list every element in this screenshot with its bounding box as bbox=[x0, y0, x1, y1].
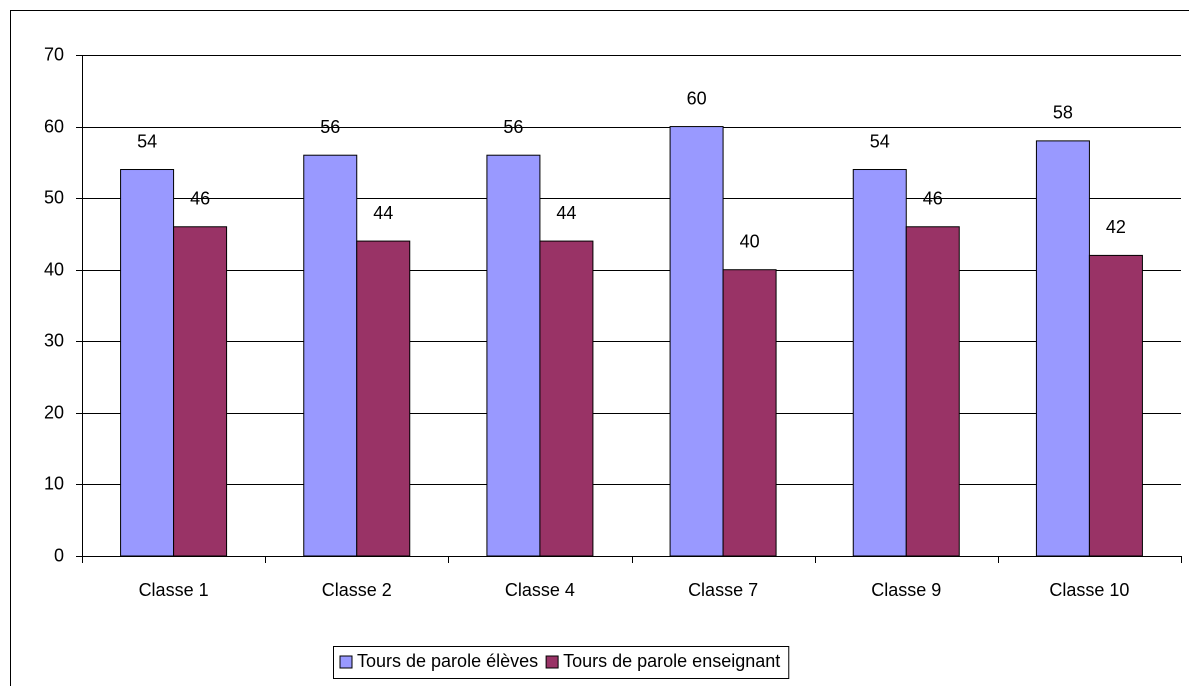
legend: Tours de parole élèves Tours de parole en… bbox=[333, 646, 790, 679]
chart-frame bbox=[10, 10, 1189, 686]
data-label: 54 bbox=[870, 131, 890, 151]
bar bbox=[120, 169, 175, 557]
bar bbox=[905, 226, 960, 557]
data-label: 44 bbox=[556, 203, 576, 223]
data-label: 58 bbox=[1053, 103, 1073, 123]
bar bbox=[173, 226, 228, 557]
y-tick-label: 0 bbox=[54, 545, 64, 565]
data-label: 54 bbox=[137, 131, 157, 151]
x-tick-label: Classe 9 bbox=[871, 580, 941, 600]
y-tick-label: 40 bbox=[44, 259, 64, 279]
bar bbox=[356, 240, 411, 557]
legend-label: Tours de parole enseignant bbox=[563, 651, 780, 671]
bar bbox=[1035, 140, 1090, 557]
legend-label: Tours de parole élèves bbox=[357, 651, 538, 671]
legend-box bbox=[333, 646, 790, 679]
bar bbox=[303, 154, 358, 557]
data-label: 42 bbox=[1106, 217, 1126, 237]
y-tick-label: 30 bbox=[44, 330, 64, 350]
y-tick-label: 60 bbox=[44, 116, 64, 136]
data-label: 46 bbox=[190, 189, 210, 209]
data-label: 56 bbox=[320, 117, 340, 137]
data-label: 56 bbox=[503, 117, 523, 137]
bar bbox=[1088, 254, 1143, 557]
data-label: 46 bbox=[923, 189, 943, 209]
bar bbox=[669, 126, 724, 557]
x-tick-label: Classe 4 bbox=[505, 580, 575, 600]
legend-swatch bbox=[339, 655, 353, 669]
y-tick-label: 10 bbox=[44, 473, 64, 493]
bar bbox=[722, 269, 777, 557]
y-tick-label: 20 bbox=[44, 402, 64, 422]
y-tick-label: 50 bbox=[44, 187, 64, 207]
legend-swatch bbox=[545, 655, 559, 669]
x-tick-label: Classe 7 bbox=[688, 580, 758, 600]
bar bbox=[852, 169, 907, 557]
bar bbox=[539, 240, 594, 557]
data-label: 60 bbox=[687, 88, 707, 108]
data-label: 44 bbox=[373, 203, 393, 223]
bar bbox=[486, 154, 541, 557]
data-label: 40 bbox=[740, 231, 760, 251]
x-tick-label: Classe 10 bbox=[1049, 580, 1129, 600]
x-tick-label: Classe 1 bbox=[139, 580, 209, 600]
y-tick-label: 70 bbox=[44, 44, 64, 64]
x-tick-label: Classe 2 bbox=[322, 580, 392, 600]
